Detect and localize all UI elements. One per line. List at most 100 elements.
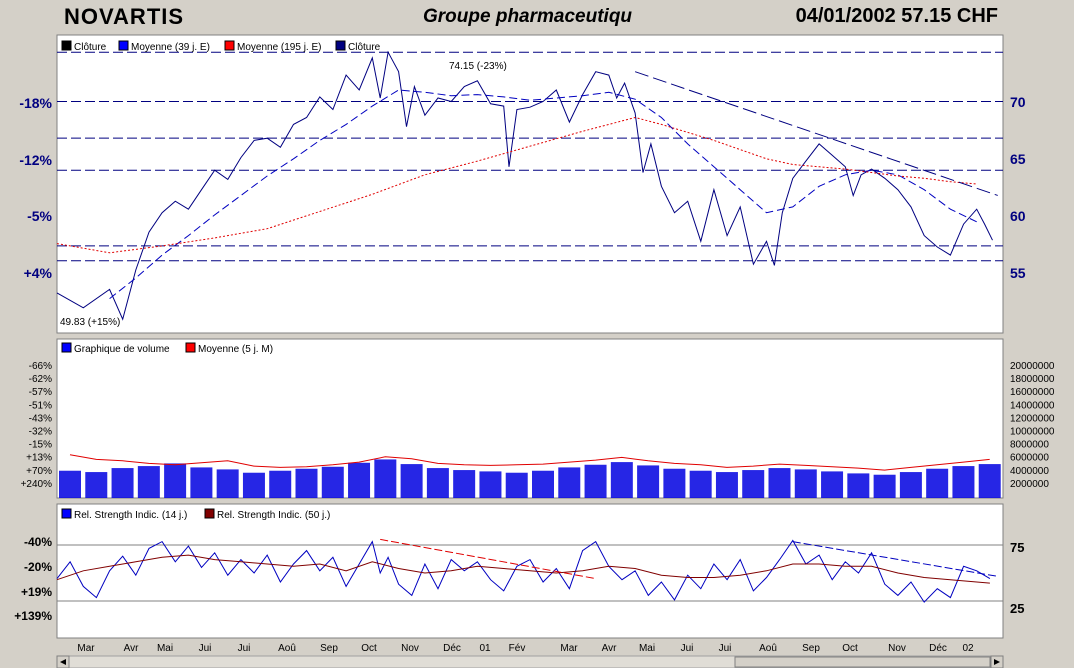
volume-bar (610, 462, 633, 498)
price-left-tick: -12% (19, 152, 52, 168)
volume-bar (295, 468, 318, 498)
volume-bar (137, 466, 160, 498)
stock-name: NOVARTIS (64, 4, 185, 29)
volume-left-tick: +70% (26, 466, 52, 477)
volume-bar (715, 472, 738, 498)
volume-bar (558, 467, 581, 498)
volume-bar (400, 464, 423, 498)
date-price: 04/01/2002 57.15 CHF (795, 5, 998, 27)
scroll-left-arrow-icon (60, 659, 66, 665)
volume-bar (873, 474, 896, 498)
x-tick-label: Oct (842, 643, 858, 654)
legend-ma195: Moyenne (195 j. E) (237, 42, 322, 53)
scrollbar-thumb[interactable] (734, 656, 991, 668)
x-tick-label: Mar (560, 643, 578, 654)
x-tick-label: Jui (238, 643, 251, 654)
x-tick-label: 02 (962, 643, 974, 654)
legend-rsi50: Rel. Strength Indic. (50 j.) (217, 510, 330, 521)
price-right-tick: 65 (1010, 151, 1026, 167)
trend-lines (380, 71, 998, 580)
volume-bar (742, 470, 765, 498)
volume-bar (426, 468, 449, 498)
rsi50-line (56, 554, 990, 584)
x-tick-label: Nov (888, 643, 906, 654)
legend-swatch-ma195 (224, 40, 235, 51)
volume-bar (348, 462, 371, 498)
volume-bar (374, 459, 397, 498)
volume-bar (111, 468, 134, 498)
volume-bar (242, 472, 265, 498)
price-right-tick: 60 (1010, 208, 1026, 224)
series-lines (56, 50, 993, 603)
x-tick-label: Sep (802, 643, 820, 654)
legend-swatch-rsi14 (61, 508, 72, 519)
x-axis: Mar Avr Mai Jui Jui Aoû Sep Oct Nov Déc 01 Fév Mar Av… (77, 643, 974, 654)
x-tick-label: Jui (681, 643, 694, 654)
price-right-tick: 55 (1010, 265, 1026, 281)
price-legend: Clôture Moyenne (39 j. E) Moyenne (195 j… (61, 40, 381, 53)
volume-right-tick: 16000000 (1010, 387, 1055, 398)
volume-right-tick: 14000000 (1010, 400, 1055, 411)
volume-bar (532, 470, 554, 498)
volume-right-axis: 20000000 18000000 16000000 14000000 12000000… (1010, 361, 1055, 490)
legend-swatch-volume (61, 342, 72, 353)
x-tick-label: Jui (199, 643, 212, 654)
x-tick-label: Avr (602, 643, 617, 654)
scroll-right-arrow-icon (994, 659, 1000, 665)
x-tick-label: Nov (401, 643, 419, 654)
volume-bars (59, 459, 1001, 498)
x-tick-label: Aoû (759, 643, 777, 654)
volume-left-tick: -51% (29, 400, 52, 411)
legend-close: Clôture (74, 42, 107, 53)
volume-right-tick: 10000000 (1010, 427, 1055, 438)
legend-swatch-volume-ma (185, 342, 196, 353)
legend-volume: Graphique de volume (74, 344, 170, 355)
volume-bar (768, 468, 791, 498)
price-left-tick: +4% (24, 265, 53, 281)
legend-swatch-close2 (335, 40, 346, 51)
price-right-axis: 70 65 60 55 (1010, 94, 1026, 281)
annotation-low: 49.83 (+15%) (60, 317, 120, 328)
volume-left-tick: +240% (21, 479, 53, 490)
rsi-left-tick: +19% (21, 585, 52, 599)
rsi-trendline (792, 541, 998, 577)
price-left-tick: -18% (19, 95, 52, 111)
x-tick-label: Mar (77, 643, 95, 654)
legend-swatch-close (61, 40, 72, 51)
close-line (56, 50, 993, 321)
rsi-left-tick: +139% (14, 609, 52, 623)
volume-bar (899, 472, 922, 498)
volume-bar (978, 464, 1001, 498)
ma39-line (109, 89, 977, 299)
volume-bar (479, 471, 502, 498)
volume-bar (689, 470, 712, 498)
legend-rsi14: Rel. Strength Indic. (14 j.) (74, 510, 187, 521)
x-tick-label: Aoû (278, 643, 296, 654)
volume-right-tick: 2000000 (1010, 479, 1049, 490)
rsi-legend: Rel. Strength Indic. (14 j.) Rel. Streng… (61, 508, 330, 521)
x-tick-label: Avr (124, 643, 139, 654)
volume-left-tick: -43% (29, 413, 52, 424)
volume-legend: Graphique de volume Moyenne (5 j. M) (61, 342, 273, 355)
x-tick-label: Fév (509, 643, 526, 654)
volume-right-tick: 6000000 (1010, 453, 1049, 464)
volume-bar (216, 469, 239, 498)
legend-ma39: Moyenne (39 j. E) (131, 42, 210, 53)
volume-bar (453, 470, 476, 498)
legend-volume-ma: Moyenne (5 j. M) (198, 344, 273, 355)
rsi-right-tick: 75 (1010, 540, 1024, 555)
volume-left-tick: -32% (29, 427, 52, 438)
volume-left-tick: -57% (29, 387, 52, 398)
volume-right-tick: 8000000 (1010, 440, 1049, 451)
volume-left-tick: -62% (29, 374, 52, 385)
x-tick-label: Sep (320, 643, 338, 654)
rsi-trendline (380, 538, 596, 580)
x-tick-label: Mai (157, 643, 173, 654)
volume-bar (505, 472, 528, 498)
stock-group: Groupe pharmaceutiqu (423, 6, 633, 27)
x-tick-label: Oct (361, 643, 377, 654)
volume-bar (952, 466, 975, 498)
horizontal-scrollbar[interactable] (56, 655, 1004, 668)
x-tick-label: Déc (443, 643, 461, 654)
